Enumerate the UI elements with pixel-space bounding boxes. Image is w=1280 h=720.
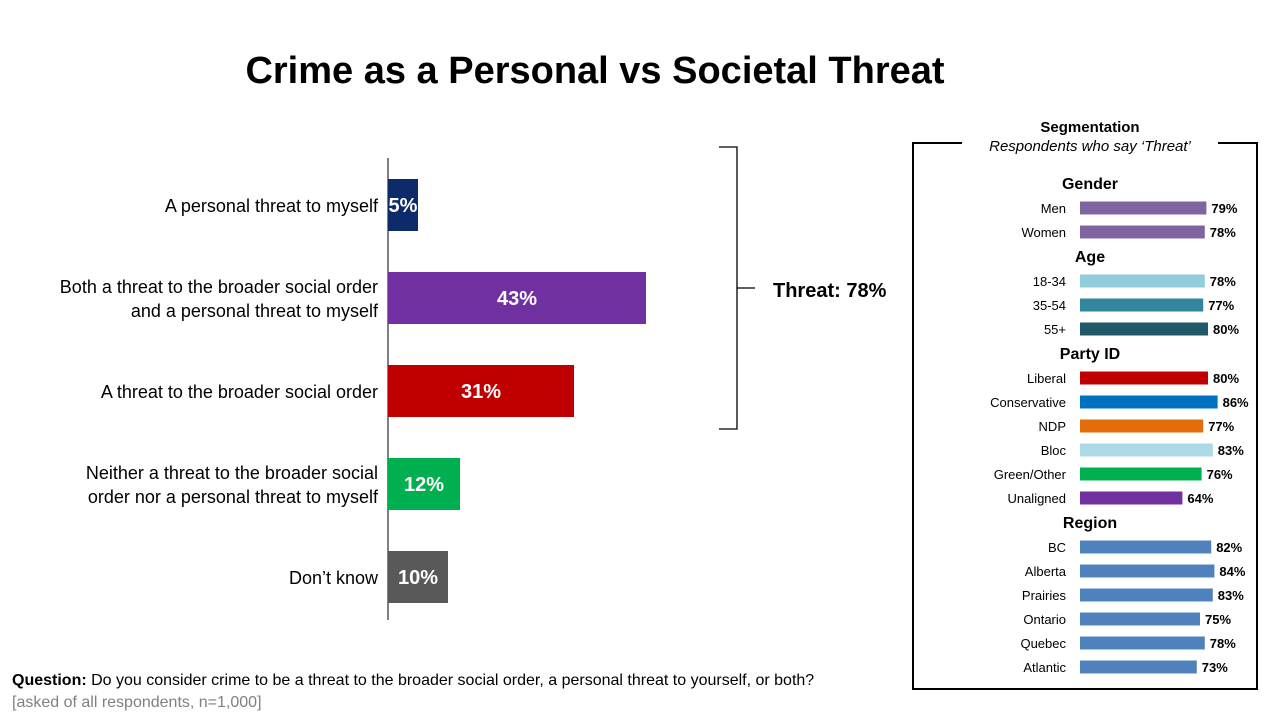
segment-4-4-bar [1080,612,1200,626]
segment-4-5-label: Quebec [1020,636,1066,651]
segment-1-1-bar [1080,201,1207,215]
segmentation-bar-chart: Gender Men 79% Women 78% Age 18-34 78% 35-54 77% 5… [990,176,1249,675]
segment-3-2-label: Conservative [990,395,1066,410]
category-label-1-line-1: A personal threat to myself [165,196,379,216]
segment-4-3-bar [1080,588,1213,602]
segment-2-1-value: 78% [1210,274,1236,289]
bar-value-label-1: 5% [389,195,418,217]
segment-3-4-bar [1080,443,1213,457]
footnote: Question: Do you consider crime to be a … [12,670,814,714]
segment-4-3-value: 83% [1218,588,1244,603]
threat-bracket [719,146,738,430]
segment-2-2-value: 77% [1208,298,1234,313]
segment-4-2-value: 84% [1219,564,1245,579]
segment-4-1-label: BC [1048,540,1066,555]
segment-3-1-bar [1080,371,1208,385]
category-label-3-line-1: A threat to the broader social order [101,382,378,402]
bar-1 [388,179,418,231]
segment-4-2-label: Alberta [1025,564,1067,579]
segment-3-2-value: 86% [1223,395,1249,410]
segment-group-heading-3: Party ID [1060,346,1120,363]
segment-4-5-bar [1080,636,1205,650]
main-bar-chart: 5% A personal threat to myself 43% Both a t… [60,146,755,620]
segmentation-header: Segmentation Respondents who say ‘Threat… [962,118,1218,157]
segment-3-4-label: Bloc [1041,443,1067,458]
bar-value-label-4: 12% [404,474,444,496]
segment-group-heading-2: Age [1075,249,1105,266]
segmentation-title: Segmentation [1040,119,1140,136]
bar-4 [388,458,460,510]
sample-base-note: [asked of all respondents, n=1,000] [12,694,262,711]
segment-4-4-value: 75% [1205,612,1231,627]
segment-2-2-label: 35-54 [1033,298,1066,313]
segment-2-3-value: 80% [1213,322,1239,337]
segment-4-6-bar [1080,660,1197,674]
segment-3-3-bar [1080,419,1204,433]
segment-3-5-value: 76% [1207,467,1233,482]
bar-5 [388,551,448,603]
bar-2 [388,272,646,324]
segment-3-4-value: 83% [1218,443,1244,458]
bar-value-label-3: 31% [461,381,501,403]
threat-total-label: Threat: 78% [773,280,887,302]
segment-3-6-bar [1080,491,1183,505]
category-label-4-line-2: order nor a personal threat to myself [88,487,379,507]
bar-value-label-5: 10% [398,567,438,589]
segment-4-3-label: Prairies [1022,588,1067,603]
question-line: Question: Do you consider crime to be a … [12,670,814,692]
segment-2-3-bar [1080,322,1208,336]
segment-2-1-bar [1080,274,1205,288]
segment-4-1-bar [1080,540,1212,554]
category-label-5-line-1: Don’t know [289,568,379,588]
segment-3-5-label: Green/Other [994,467,1067,482]
segment-3-6-value: 64% [1187,491,1213,506]
segment-group-heading-4: Region [1063,515,1117,532]
bar-3 [388,365,574,417]
segment-3-1-label: Liberal [1027,371,1066,386]
segment-1-1-label: Men [1041,201,1066,216]
segment-4-6-value: 73% [1202,660,1228,675]
category-label-2-line-1: Both a threat to the broader social orde… [60,277,378,297]
segmentation-subtitle: Respondents who say ‘Threat’ [989,138,1191,155]
segment-2-2-bar [1080,298,1204,312]
question-label: Question: [12,672,87,689]
segment-1-1-value: 79% [1211,201,1237,216]
bar-value-label-2: 43% [497,288,537,310]
segment-4-6-label: Atlantic [1023,660,1066,675]
segment-3-3-value: 77% [1208,419,1234,434]
segment-4-4-label: Ontario [1023,612,1066,627]
segment-1-2-bar [1080,225,1205,239]
segment-group-heading-1: Gender [1062,176,1118,193]
segment-1-2-value: 78% [1210,225,1236,240]
chart-title: Crime as a Personal vs Societal Threat [245,50,945,92]
segment-4-2-bar [1080,564,1215,578]
segment-2-3-label: 55+ [1044,322,1066,337]
segment-3-2-bar [1080,395,1218,409]
segment-3-5-bar [1080,467,1202,481]
segment-2-1-label: 18-34 [1033,274,1066,289]
category-label-2-line-2: and a personal threat to myself [131,301,379,321]
segment-1-2-label: Women [1021,225,1066,240]
question-text: Do you consider crime to be a threat to … [86,672,815,689]
segment-3-6-label: Unaligned [1007,491,1066,506]
segment-4-5-value: 78% [1210,636,1236,651]
segment-4-1-value: 82% [1216,540,1242,555]
segment-3-3-label: NDP [1039,419,1066,434]
category-label-4-line-1: Neither a threat to the broader social [86,463,378,483]
segment-3-1-value: 80% [1213,371,1239,386]
